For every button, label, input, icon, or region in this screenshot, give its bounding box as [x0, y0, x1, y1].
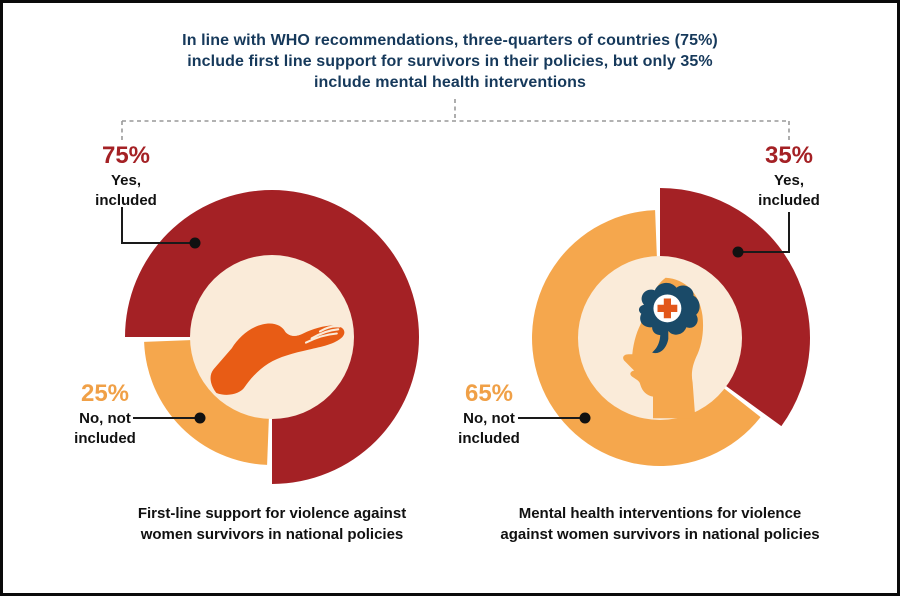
- callout-left-no: 25% No, not included: [50, 381, 160, 449]
- pct-label: 35%: [764, 142, 814, 169]
- callout-text: No, not included: [74, 410, 136, 447]
- callout-text: Yes, included: [758, 172, 820, 209]
- callout-right-yes: 35% Yes, included: [734, 143, 844, 211]
- medical-cross-icon: [657, 298, 678, 319]
- callout-text: No, not included: [458, 410, 520, 447]
- donut-chart-first-line-support: [125, 190, 419, 484]
- callout-text: Yes, included: [95, 172, 157, 209]
- pct-label: 25%: [80, 380, 130, 407]
- open-hand-icon: [210, 323, 345, 395]
- pct-label: 65%: [464, 380, 514, 407]
- pct-label: 75%: [101, 142, 151, 169]
- donut-chart-mental-health: [532, 188, 810, 466]
- caption-first-line-support: First-line support for violence against …: [137, 505, 407, 543]
- callout-left-yes: 75% Yes, included: [71, 143, 181, 211]
- callout-right-no: 65% No, not included: [434, 381, 544, 449]
- head-brain-medical-icon: [623, 277, 704, 419]
- caption-mental-health: Mental health interventions for violence…: [500, 505, 820, 543]
- figure-title: In line with WHO recommendations, three-…: [182, 32, 718, 91]
